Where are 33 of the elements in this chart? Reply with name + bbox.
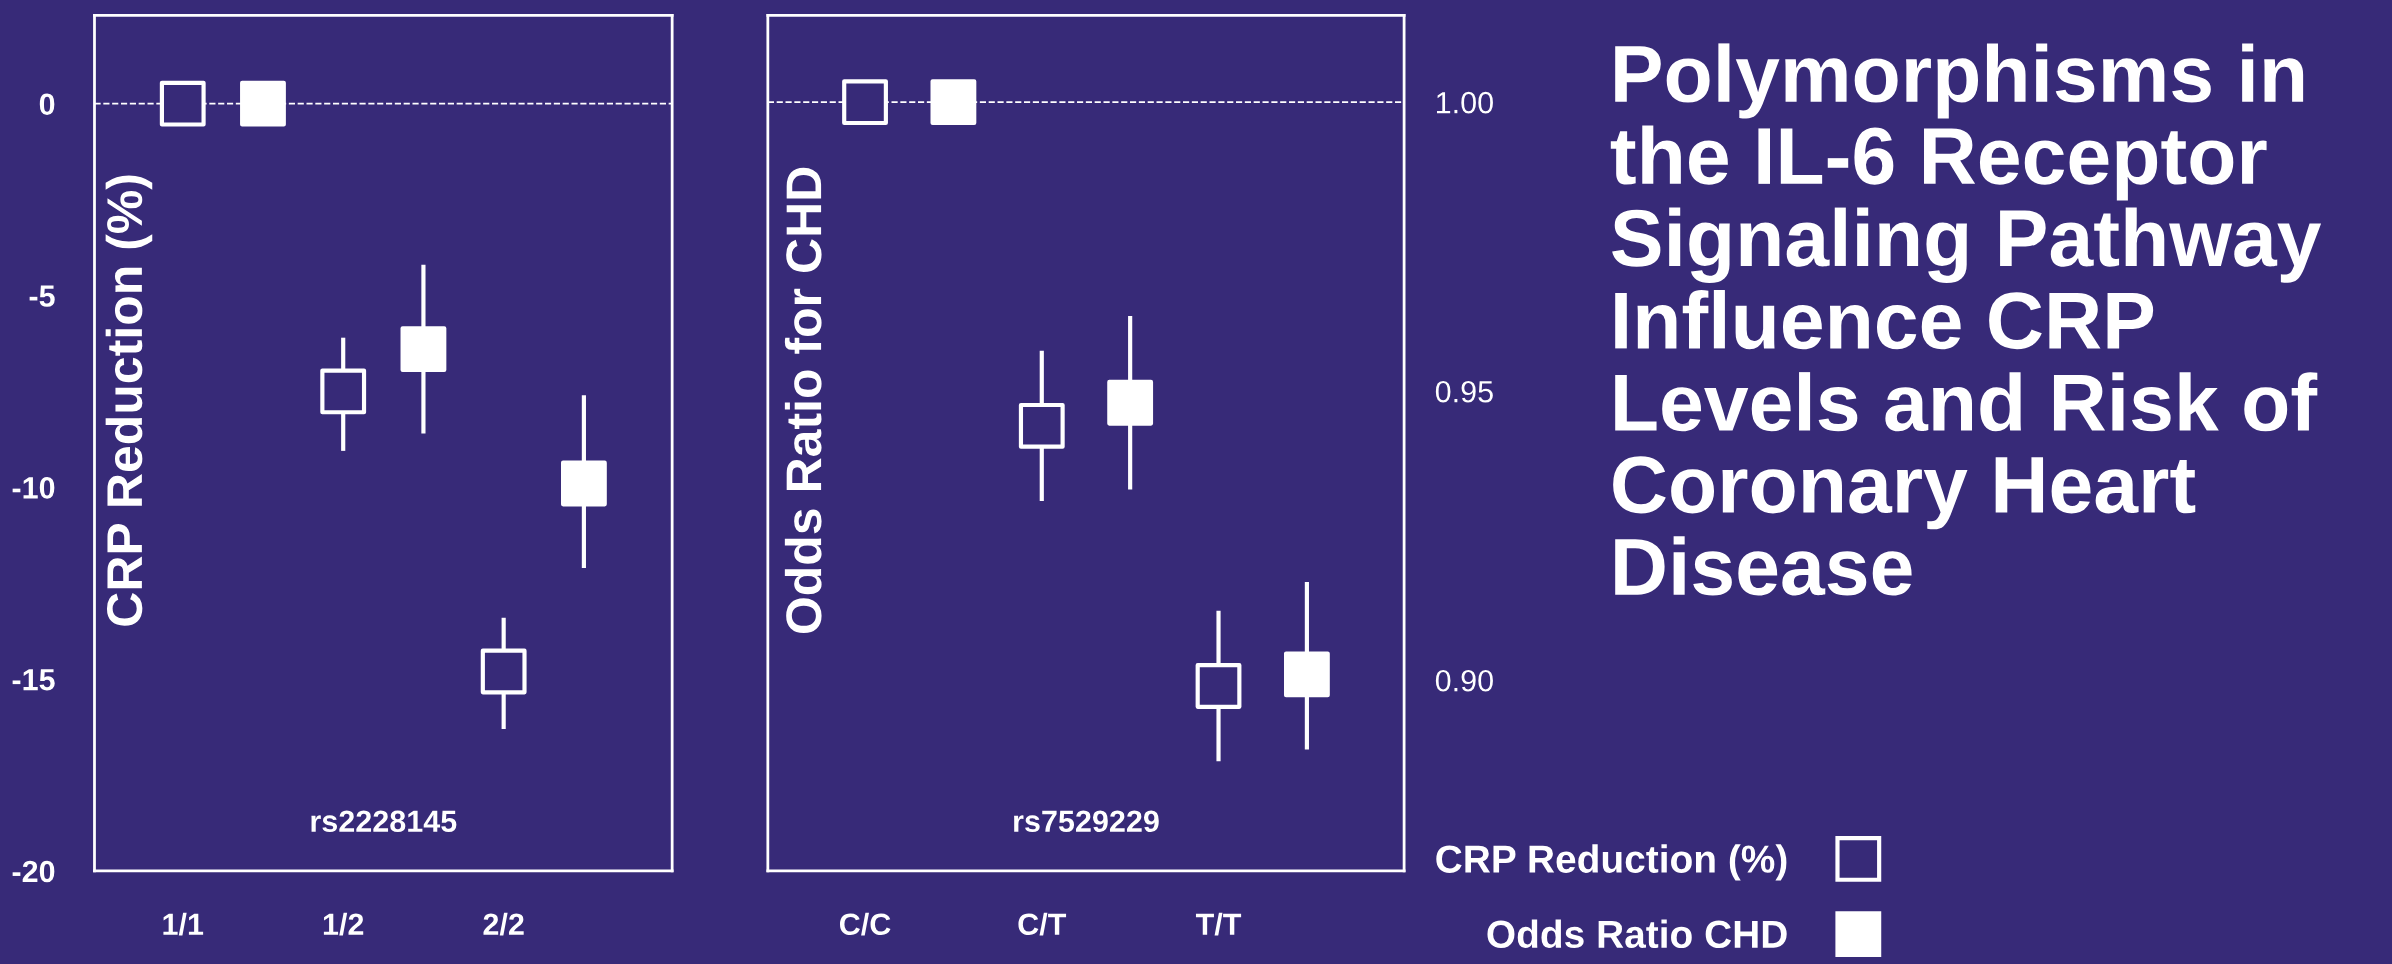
y-axis-title: CRP Reduction (%) [105,175,153,626]
point [1107,379,1154,426]
x-tick-label: T/T [1195,912,1242,936]
y-tick-label: -10 [12,477,55,499]
y-tick-label: -20 [12,860,55,883]
annotation: rs2228145 [311,810,457,833]
y-tick-label: 0.95 [1435,380,1493,403]
legend-label: Odds Ratio CHD [1487,919,1787,949]
x-tick-label: C/T [1018,912,1067,936]
y-tick-label: 1.00 [1436,91,1493,114]
point [560,460,607,507]
point [240,80,286,127]
point [1018,402,1065,449]
y-tick-label: 0 [39,93,55,116]
x-tick-label: 1/2 [323,912,364,936]
point [1283,651,1330,698]
legend-label: CRP Reduction (%) [1436,844,1787,881]
x-tick-label: C/C [839,912,891,936]
y-axis-title: Odds Ratio for CHD [784,167,822,634]
text: Polymorphisms in the IL-6 Receptor Signaling Pathway Influence CRP Levels and Risk of Coronary Heart Disease [1610,43,2322,596]
point [842,79,888,126]
annotation: rs7529229 [1014,810,1159,833]
point [400,326,447,373]
x-tick-label: 2/2 [483,912,524,936]
x-tick-label: 1/1 [163,912,204,936]
point [1195,663,1242,709]
y-tick-label: -15 [12,669,55,691]
y-tick-label: 0.90 [1435,669,1493,692]
point [480,648,527,695]
point [320,368,367,415]
y-tick-label: -5 [29,285,55,307]
point [159,80,206,127]
point [930,79,977,126]
